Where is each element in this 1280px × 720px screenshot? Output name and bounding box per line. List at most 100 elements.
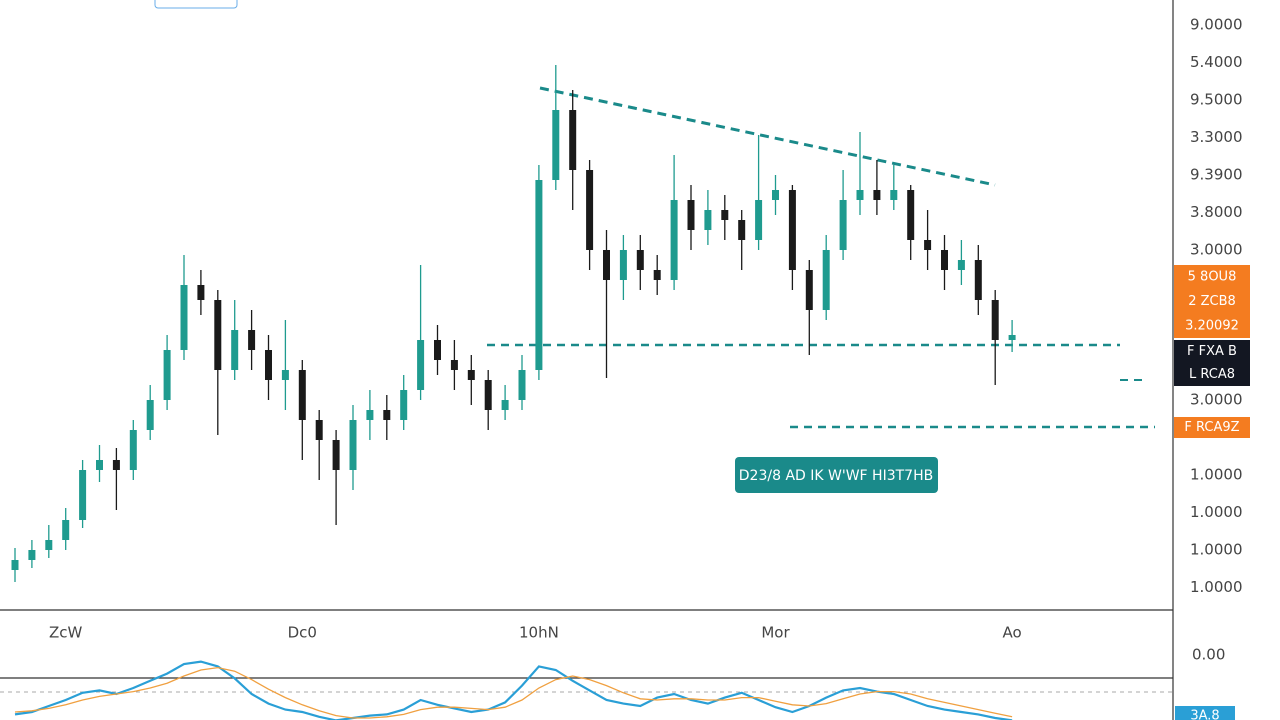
candle-body <box>535 180 543 370</box>
candle-body <box>501 400 509 410</box>
candle-body <box>62 520 70 540</box>
candle-body <box>28 550 36 560</box>
candle-body <box>112 460 120 470</box>
candle-body <box>298 370 306 420</box>
y-tick-label: 9.3900 <box>1190 166 1243 184</box>
price-label: 2 ZCB8 <box>1188 294 1236 309</box>
candle-body <box>839 200 847 250</box>
candle-body <box>704 210 712 230</box>
candle-body <box>231 330 239 370</box>
price-label-box <box>1174 417 1250 438</box>
x-tick-label: Ao <box>1003 624 1022 642</box>
indicator-pane <box>14 660 1013 720</box>
annotation: D23/8 AD IK W'WF HI3T7HB <box>739 468 933 484</box>
y-tick-label: 1.0000 <box>1190 578 1243 596</box>
trendline <box>539 86 996 187</box>
y-tick-label: 9.5000 <box>1190 91 1243 109</box>
x-tick-label: Dc0 <box>288 624 317 642</box>
candle-body <box>974 260 982 300</box>
candle-body <box>569 110 577 170</box>
candle-body <box>873 190 881 200</box>
candle-body <box>11 560 19 570</box>
candle-body <box>518 370 526 400</box>
candle-body <box>670 200 678 280</box>
price-pane: 9.0000 5.4000 9.5000 3.3000 9.3900 3.8000 3.00… <box>11 16 1250 642</box>
candle-body <box>366 410 374 420</box>
candle-body <box>738 220 746 240</box>
x-tick-label: Mor <box>761 624 790 642</box>
candle-body <box>687 200 695 230</box>
candle-body <box>332 440 340 470</box>
candle-body <box>248 330 256 350</box>
candle-body <box>890 190 898 200</box>
candle-body <box>383 410 391 420</box>
candle-body <box>788 190 796 270</box>
candle-body <box>129 430 137 470</box>
y-tick-label: 5.4000 <box>1190 53 1243 71</box>
x-tick-label: ZcW <box>49 624 83 642</box>
price-label: L RCA8 <box>1189 367 1235 382</box>
price-label: 3.20092 <box>1185 318 1239 333</box>
candle-body <box>417 340 425 390</box>
candle-body <box>907 190 915 240</box>
candle-body <box>755 200 763 240</box>
y-tick-label: 1.0000 <box>1190 466 1243 484</box>
candle-body <box>586 170 594 250</box>
candle-body <box>991 300 999 340</box>
y-tick-label: 9.0000 <box>1190 16 1243 34</box>
price-label: F FXA B <box>1187 344 1237 359</box>
price-label-box <box>1174 265 1250 338</box>
candle-body <box>1008 335 1016 340</box>
candle-body <box>552 110 560 180</box>
price-label: 5 8OU8 <box>1188 270 1237 285</box>
candle-body <box>653 270 661 280</box>
candle-body <box>721 210 729 220</box>
candle-body <box>45 540 53 550</box>
price-label: F RCA9Z <box>1184 420 1239 435</box>
candle-body <box>619 250 627 280</box>
candle-body <box>349 420 357 470</box>
candle-body <box>636 250 644 270</box>
candle-body <box>315 420 323 440</box>
candle-body <box>163 350 171 400</box>
indicator-last-box <box>1175 706 1235 720</box>
candle-body <box>467 370 475 380</box>
candle-body <box>450 360 458 370</box>
y-tick-label: 1.0000 <box>1190 541 1243 559</box>
annotation-box <box>735 457 938 493</box>
candle-body <box>772 190 779 200</box>
indicator-line <box>14 666 1013 719</box>
x-tick-label: 10hN <box>519 624 559 642</box>
y-tick-label: 1.0000 <box>1190 503 1243 521</box>
candle-body <box>96 460 103 470</box>
candle-body <box>924 240 932 250</box>
y-tick-label: 3.8000 <box>1190 203 1243 221</box>
indicator-axis-label: 0.00 <box>1192 646 1225 664</box>
candle-body <box>180 285 188 350</box>
indicator-last-label: 3A.8 <box>1190 709 1219 720</box>
candle-body <box>79 470 87 520</box>
candle-body <box>484 380 492 410</box>
candle-body <box>400 390 408 420</box>
candle-body <box>822 250 830 310</box>
candle-body <box>941 250 948 270</box>
price-label-box <box>1174 340 1250 386</box>
candle-body <box>603 250 610 280</box>
candle-body <box>281 370 289 380</box>
toolbar-button[interactable] <box>154 0 238 9</box>
y-tick-label: 3.0000 <box>1190 241 1243 259</box>
y-tick-label: 3.0000 <box>1190 391 1243 409</box>
candle-body <box>805 270 813 310</box>
candle-body <box>197 285 205 300</box>
indicator-line <box>14 660 1013 720</box>
candle-body <box>856 190 864 200</box>
candle-body <box>957 260 965 270</box>
y-tick-label: 3.3000 <box>1190 128 1243 146</box>
candle-body <box>146 400 154 430</box>
candle-body <box>214 300 222 370</box>
candle-body <box>434 340 441 360</box>
candle-body <box>265 350 272 380</box>
